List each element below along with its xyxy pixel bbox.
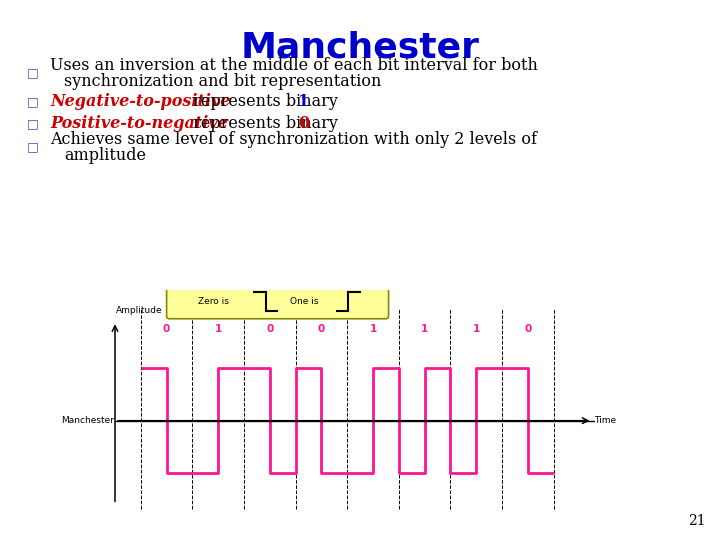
Text: 0: 0 (318, 324, 325, 334)
Text: synchronization and bit representation: synchronization and bit representation (64, 72, 382, 90)
Text: 21: 21 (688, 514, 706, 528)
Text: Positive-to-negative: Positive-to-negative (50, 116, 228, 132)
Text: □: □ (27, 140, 39, 153)
Text: Achieves same level of synchronization with only 2 levels of: Achieves same level of synchronization w… (50, 132, 537, 148)
Text: 0: 0 (524, 324, 531, 334)
Text: □: □ (27, 96, 39, 109)
Text: 1: 1 (298, 93, 310, 111)
Text: Amplitude: Amplitude (116, 306, 163, 315)
Text: Negative-to-positive: Negative-to-positive (50, 93, 230, 111)
Text: 0: 0 (163, 324, 170, 334)
Text: 1: 1 (421, 324, 428, 334)
Text: 0: 0 (266, 324, 274, 334)
Text: represents binary: represents binary (188, 116, 343, 132)
Text: represents binary: represents binary (188, 93, 343, 111)
Text: □: □ (27, 118, 39, 131)
Text: 1: 1 (369, 324, 377, 334)
Text: 1: 1 (472, 324, 480, 334)
Text: 1: 1 (215, 324, 222, 334)
Text: Uses an inversion at the middle of each bit interval for both: Uses an inversion at the middle of each … (50, 57, 538, 75)
Text: Time: Time (594, 416, 616, 425)
Text: Manchester: Manchester (240, 30, 480, 64)
Text: 0: 0 (298, 116, 309, 132)
Text: One is: One is (290, 297, 319, 306)
Text: Manchester: Manchester (61, 416, 114, 425)
Text: □: □ (27, 66, 39, 79)
Text: amplitude: amplitude (64, 146, 146, 164)
Text: Zero is: Zero is (197, 297, 228, 306)
FancyBboxPatch shape (166, 285, 389, 319)
